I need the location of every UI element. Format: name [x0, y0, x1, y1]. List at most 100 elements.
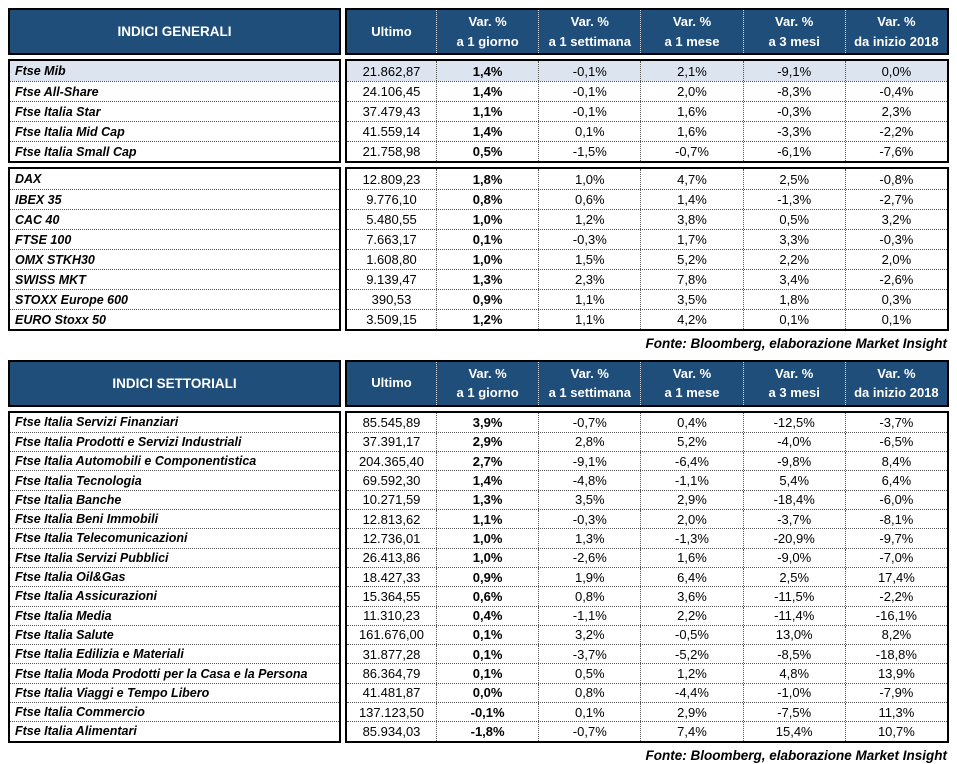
- value-cell: -18,8%: [844, 645, 947, 664]
- table-row: 161.676,00 0,1% 3,2% -0,5% 13,0% 8,2%: [347, 624, 947, 645]
- column-headers: Ultimo Var. % a 1 giorno Var. % a 1 settiman…: [345, 8, 949, 55]
- value-cell: 0,1%: [436, 645, 538, 664]
- value-cell: -7,6%: [844, 142, 947, 161]
- value-cell: 0,5%: [538, 664, 640, 683]
- value-cell: -4,4%: [640, 683, 742, 702]
- column-header-line2: a 3 mesi: [768, 385, 820, 401]
- table-row: 41.481,87 0,0% 0,8% -4,4% -1,0% -7,9%: [347, 682, 947, 702]
- value-cell: 1,4%: [436, 61, 538, 81]
- value-cell: -7,5%: [742, 703, 845, 722]
- value-cell: 1,3%: [436, 490, 538, 510]
- column-header: Var. % a 1 mese: [640, 10, 742, 53]
- column-header-line1: Var. %: [468, 14, 507, 29]
- index-label: Ftse Italia Salute: [10, 624, 339, 644]
- value-cell: 2,0%: [640, 510, 742, 529]
- table-row: 85.934,03 -1,8% -0,7% 7,4% 15,4% 10,7%: [347, 721, 947, 741]
- index-label: Ftse Italia Oil&Gas: [10, 566, 339, 586]
- value-cell: 11,3%: [844, 703, 947, 722]
- column-header: Ultimo: [347, 10, 436, 53]
- index-label: DAX: [15, 172, 42, 186]
- value-cell: -4,8%: [538, 471, 640, 490]
- value-cell: 2,5%: [742, 169, 845, 189]
- table-row: 390,53 0,9% 1,1% 3,5% 1,8% 0,3%: [347, 289, 947, 309]
- column-header-line1: Var. %: [775, 14, 814, 29]
- index-label: SWISS MKT: [10, 269, 339, 289]
- value-cell: -0,7%: [640, 142, 742, 161]
- value-cell: -2,6%: [538, 548, 640, 567]
- value-cell: 2,9%: [640, 703, 742, 722]
- value-cell: 3.509,15: [366, 312, 417, 327]
- value-cell: -2,2%: [844, 587, 947, 606]
- value-cell: 6,4%: [640, 567, 742, 587]
- column-header: Var. % a 1 giorno: [436, 10, 538, 53]
- table-row: 37.479,43 1,1% -0,1% 1,6% -0,3% 2,3%: [347, 101, 947, 121]
- index-label: IBEX 35: [10, 189, 339, 209]
- value-cell: 2,0%: [844, 250, 947, 269]
- value-cell: 0,9%: [436, 290, 538, 309]
- value-cell: -0,1%: [538, 82, 640, 101]
- index-label: FTSE 100: [10, 229, 339, 249]
- value-cell: 4,8%: [742, 664, 845, 683]
- table-row: 24.106,45 1,4% -0,1% 2,0% -8,3% -0,4%: [347, 81, 947, 101]
- value-cell: 7,4%: [640, 722, 742, 741]
- value-cell: 17,4%: [844, 567, 947, 587]
- value-cell: -0,3%: [538, 230, 640, 249]
- value-cell: 0,0%: [436, 683, 538, 702]
- value-cell: 8,4%: [844, 452, 947, 471]
- value-cell: 0,1%: [538, 122, 640, 141]
- value-cell: -3,3%: [742, 122, 845, 141]
- value-cell: -7,0%: [844, 548, 947, 567]
- data-columns: 21.862,87 1,4% -0,1% 2,1% -9,1% 0,0% 24.106,45…: [345, 59, 949, 163]
- value-cell: 1,4%: [436, 82, 538, 101]
- value-cell: -18,4%: [742, 490, 845, 510]
- table-row: 21.758,98 0,5% -1,5% -0,7% -6,1% -7,6%: [347, 141, 947, 161]
- value-cell: 2,5%: [742, 567, 845, 587]
- value-cell: 0,1%: [844, 310, 947, 329]
- value-cell: 3,5%: [538, 490, 640, 510]
- table-row: 11.310,23 0,4% -1,1% 2,2% -11,4% -16,1%: [347, 605, 947, 625]
- index-label: Ftse Italia Media: [10, 605, 339, 625]
- table-header-row: INDICI SETTORIALI Ultimo Var. % a 1 giorno V…: [8, 359, 949, 407]
- value-cell: 1,2%: [436, 310, 538, 329]
- value-cell: -0,3%: [742, 102, 845, 121]
- value-cell: -0,3%: [538, 510, 640, 529]
- value-cell: 0,6%: [538, 190, 640, 209]
- column-header-line1: Var. %: [672, 365, 712, 381]
- table-row: 37.391,17 2,9% 2,8% 5,2% -4,0% -6,5%: [347, 431, 947, 452]
- index-label: Ftse Italia Telecomunicazioni: [10, 528, 339, 547]
- value-cell: 37.479,43: [362, 104, 421, 119]
- column-header-line2: a 1 giorno: [456, 385, 519, 401]
- value-cell: 15.364,55: [362, 588, 421, 604]
- value-cell: 0,1%: [436, 230, 538, 249]
- value-cell: 3,6%: [640, 587, 742, 606]
- index-label: Ftse Italia Beni Immobili: [10, 509, 339, 528]
- value-cell: 1,2%: [538, 210, 640, 229]
- value-cell: 0,4%: [436, 606, 538, 625]
- index-label: EURO Stoxx 50: [10, 309, 339, 329]
- value-cell: 1,6%: [640, 122, 742, 141]
- value-cell: -0,8%: [844, 169, 947, 189]
- value-cell: 2,0%: [640, 82, 742, 101]
- value-cell: 13,9%: [844, 664, 947, 683]
- value-cell: 3,8%: [640, 210, 742, 229]
- value-cell: 1,4%: [640, 190, 742, 209]
- table-row: 5.480,55 1,0% 1,2% 3,8% 0,5% 3,2%: [347, 209, 947, 229]
- value-cell: 12.813,62: [362, 511, 421, 527]
- source-note-generali: Fonte: Bloomberg, elaborazione Market In…: [645, 336, 947, 351]
- value-cell: 0,8%: [436, 190, 538, 209]
- column-header: Var. % a 1 giorno: [436, 361, 538, 405]
- data-columns: 12.809,23 1,8% 1,0% 4,7% 2,5% -0,8% 9.776,10 0,…: [345, 167, 949, 331]
- value-cell: -2,2%: [844, 122, 947, 141]
- value-cell: -1,8%: [436, 722, 538, 741]
- index-label: Ftse Italia Commercio: [10, 702, 339, 721]
- table-row: 204.365,40 2,7% -9,1% -6,4% -9,8% 8,4%: [347, 451, 947, 471]
- column-header-line2: a 1 mese: [664, 33, 720, 49]
- value-cell: 4,2%: [640, 310, 742, 329]
- value-cell: 2,3%: [538, 270, 640, 289]
- value-cell: 1,0%: [436, 250, 538, 269]
- value-cell: 3,2%: [538, 625, 640, 645]
- column-header-line2: a 3 mesi: [768, 33, 820, 49]
- table-row: 41.559,14 1,4% 0,1% 1,6% -3,3% -2,2%: [347, 121, 947, 141]
- value-cell: -0,1%: [538, 61, 640, 81]
- value-cell: 2,2%: [742, 250, 845, 269]
